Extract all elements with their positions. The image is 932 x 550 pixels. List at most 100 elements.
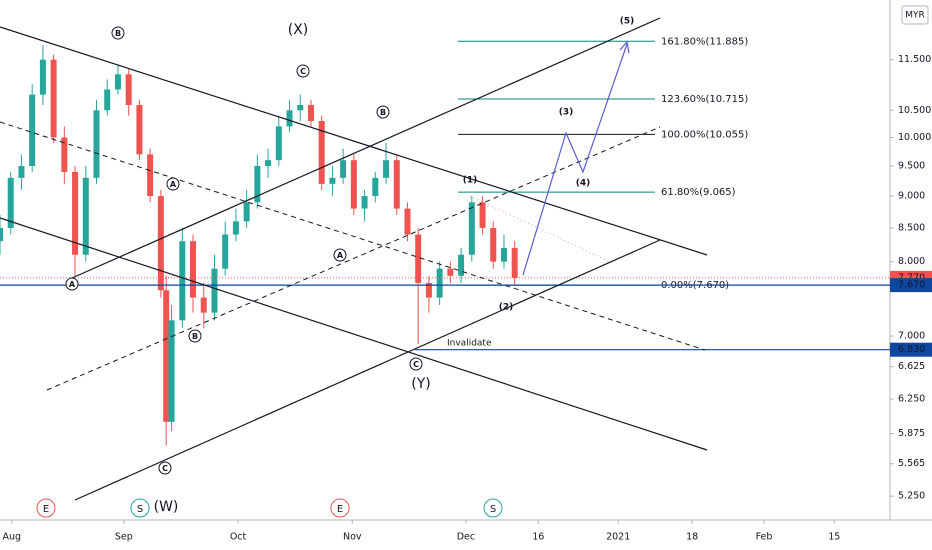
- x-tick-label: Sep: [115, 532, 133, 543]
- y-tick-label: 10.000: [898, 132, 931, 143]
- wave-label: C: [413, 360, 419, 369]
- candle-body: [415, 234, 422, 283]
- price-label-box: [890, 278, 932, 293]
- wave-label: C: [162, 464, 168, 473]
- x-tick-label: 2021: [606, 532, 630, 543]
- candle-body: [490, 227, 497, 262]
- dotted-line: [469, 195, 611, 263]
- price-label: 7.770: [898, 272, 925, 283]
- projection-arrow: [619, 40, 630, 54]
- candle-body: [329, 177, 336, 184]
- candle-body: [72, 171, 79, 255]
- candle-body: [350, 160, 357, 209]
- candle-body: [190, 241, 197, 298]
- y-tick-label: 8.000: [898, 256, 925, 267]
- candle-body: [82, 177, 89, 255]
- candle-body: [297, 104, 304, 111]
- x-tick-label: 16: [532, 532, 544, 543]
- wave-major-label: (W): [154, 499, 179, 515]
- candle-body: [361, 196, 368, 209]
- candle-body: [168, 320, 175, 422]
- channel-upper: [0, 26, 708, 256]
- x-tick-label: Dec: [457, 532, 475, 543]
- wave-impulse-label: (3): [559, 108, 574, 118]
- y-tick-label: 5.565: [898, 458, 925, 469]
- wave-impulse-label: (4): [576, 179, 591, 189]
- candle-body: [157, 196, 164, 291]
- candle-body: [50, 59, 57, 138]
- wave-impulse-label: (1): [463, 176, 478, 186]
- y-tick-label: 5.875: [898, 428, 925, 439]
- candle-body: [265, 160, 272, 166]
- candle-body: [511, 247, 518, 278]
- candle-body: [179, 241, 186, 321]
- candle-body: [340, 160, 347, 178]
- event-label: E: [337, 504, 343, 515]
- rising-mid: [46, 126, 661, 391]
- y-tick-label: 10.500: [898, 105, 931, 116]
- wave-impulse-label: (5): [620, 17, 635, 27]
- wave-label: B: [192, 332, 198, 341]
- x-tick-label: Nov: [343, 532, 362, 543]
- y-tick-label: 9.500: [898, 160, 925, 171]
- x-tick-label: Feb: [756, 532, 773, 543]
- candle-body: [479, 202, 486, 228]
- wave-circle: [188, 329, 202, 343]
- x-tick-label: Oct: [230, 532, 247, 543]
- candle-body: [372, 177, 379, 197]
- y-tick-label: 8.500: [898, 222, 925, 233]
- rising-upper: [71, 17, 661, 279]
- fib-label: 123.60%(10.715): [661, 94, 748, 105]
- y-tick-label: 11.500: [898, 54, 931, 65]
- wave-label: A: [170, 180, 177, 189]
- currency-box: [901, 5, 929, 25]
- candle-body: [114, 74, 121, 90]
- event-icon: [330, 498, 350, 518]
- channel-mid: [0, 121, 706, 351]
- wave-circle: [333, 248, 347, 262]
- y-tick-label: 9.000: [898, 191, 925, 202]
- x-tick-label: 18: [686, 532, 698, 543]
- candle-body: [147, 154, 154, 197]
- price-label: 7.670: [898, 280, 925, 291]
- candle-body: [200, 297, 207, 313]
- y-tick-label: 6.625: [898, 361, 925, 372]
- candle-body: [458, 254, 465, 276]
- x-tick-label: Aug: [3, 532, 22, 543]
- wave-circle: [111, 26, 125, 40]
- candle-body: [211, 268, 218, 313]
- event-label: S: [490, 504, 496, 515]
- price-label-box: [890, 342, 932, 357]
- price-label: 6.830: [898, 344, 925, 355]
- y-tick-label: 6.250: [898, 394, 925, 405]
- fib-label: 100.00%(10.055): [661, 129, 748, 140]
- candle-body: [318, 120, 325, 184]
- event-icon: [483, 498, 503, 518]
- wave-circle: [296, 64, 310, 78]
- candle-body: [61, 137, 68, 172]
- candle-body: [18, 165, 25, 178]
- candle-body: [93, 110, 100, 178]
- candle-body: [125, 74, 132, 105]
- candle-body: [0, 227, 3, 242]
- wave-impulse-label: (2): [499, 303, 514, 313]
- y-tick-label: 5.250: [898, 491, 925, 502]
- candle-body: [436, 268, 443, 298]
- wave-circle: [65, 277, 79, 291]
- wave-major-label: (X): [288, 22, 309, 38]
- wave-label: C: [300, 67, 306, 76]
- candle-body: [222, 234, 229, 269]
- candle-body: [286, 110, 293, 127]
- event-label: E: [43, 504, 49, 515]
- candle-body: [163, 290, 170, 422]
- event-icon: [36, 498, 56, 518]
- candle-body: [232, 221, 239, 235]
- candle-body: [393, 160, 400, 209]
- candle-body: [29, 94, 36, 166]
- fib-label: 61.80%(9.065): [661, 187, 736, 198]
- invalidate-label: Invalidate: [447, 339, 492, 349]
- channel-lower: [0, 217, 708, 451]
